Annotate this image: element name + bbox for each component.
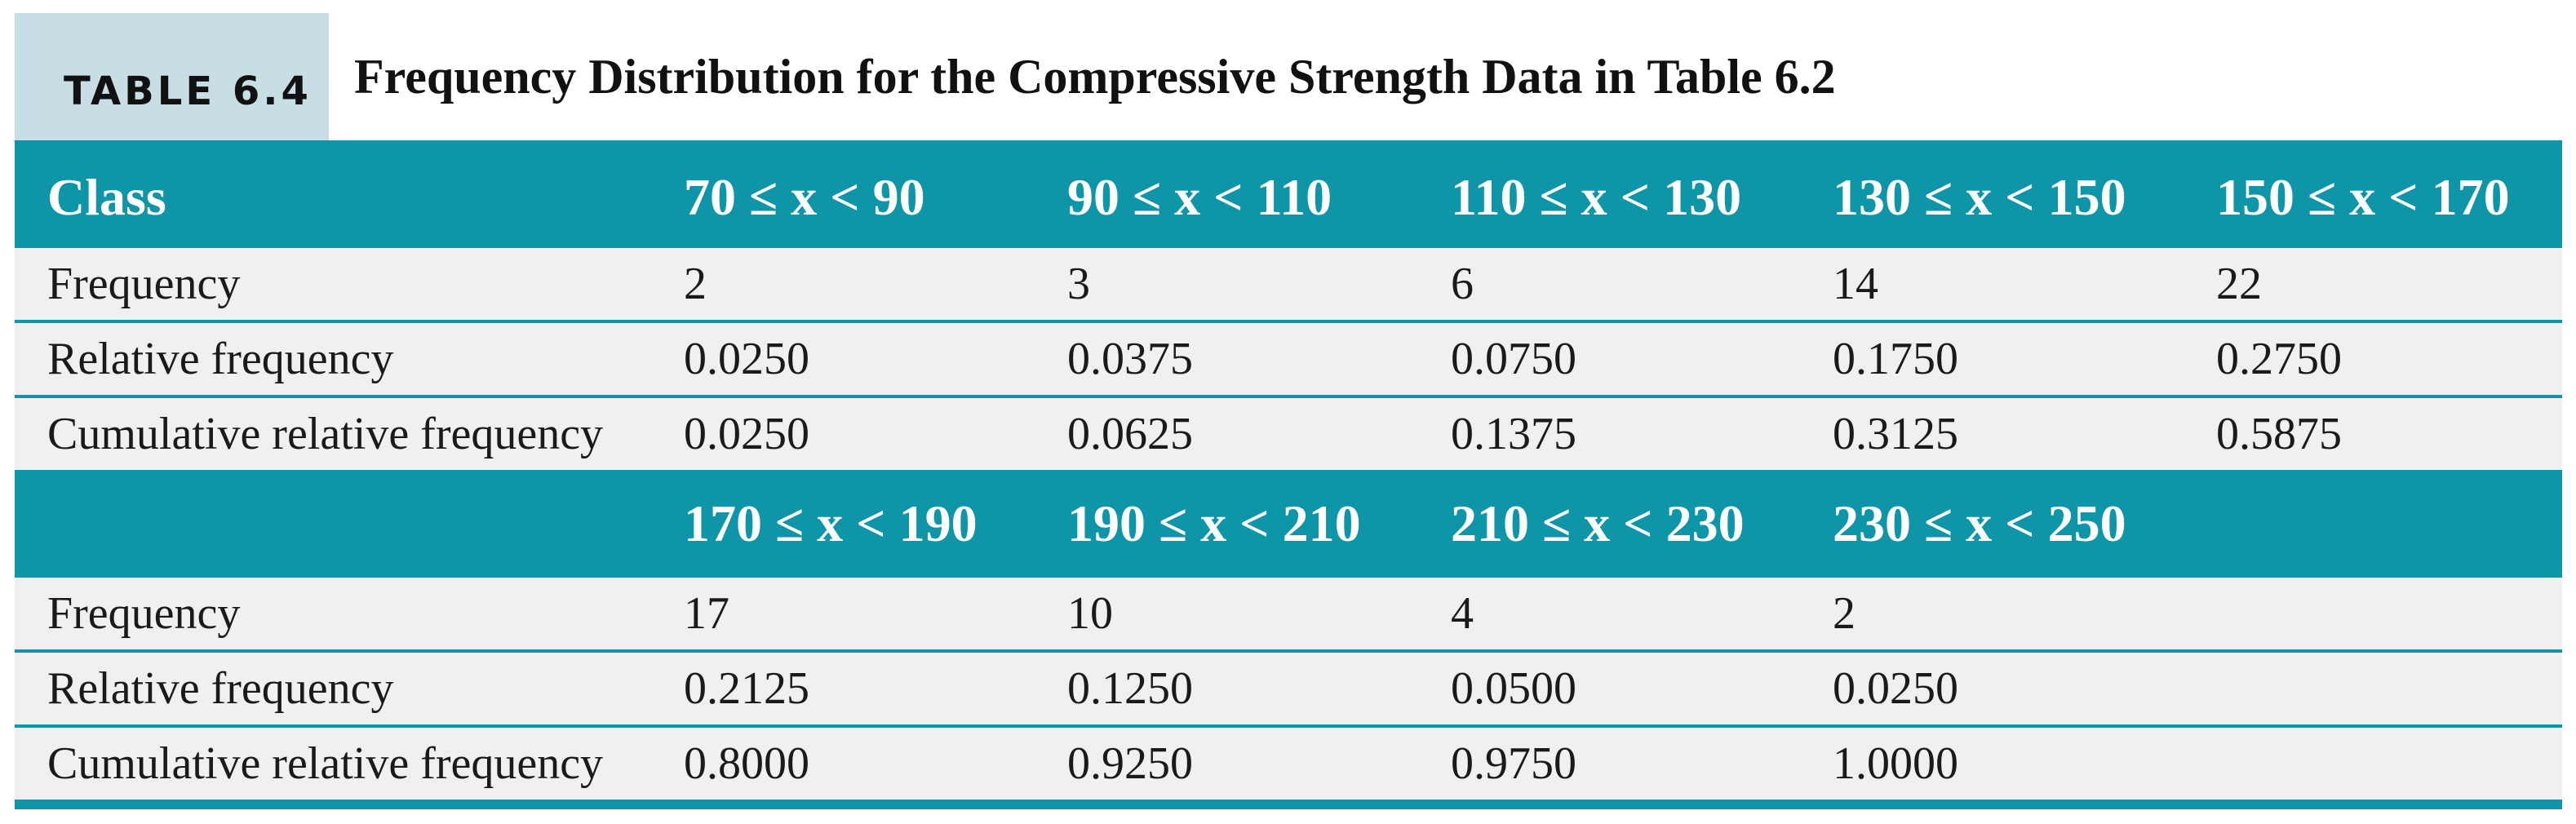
- table-row-cumulative: Cumulative relative frequency 0.0250 0.0…: [15, 398, 2562, 470]
- table-cell: 2: [684, 259, 707, 309]
- table-row-cumulative: Cumulative relative frequency 0.8000 0.9…: [15, 728, 2562, 800]
- header-row-2: 170 ≤ x < 190 190 ≤ x < 210 210 ≤ x < 23…: [15, 470, 2562, 578]
- table-cell: 0.1375: [1451, 409, 1576, 459]
- header-cell: 210 ≤ x < 230: [1451, 494, 1745, 552]
- table-cell: 0.0250: [684, 334, 809, 384]
- table-cell: 0.0250: [684, 409, 809, 459]
- table-cell: 0.9750: [1451, 738, 1576, 789]
- table-cell: 0.2750: [2216, 334, 2342, 384]
- table-label-box: TABLE 6.4: [15, 13, 329, 140]
- table-caption: TABLE 6.4 Frequency Distribution for the…: [0, 0, 2576, 140]
- row-label: Frequency: [47, 259, 241, 309]
- header-cell: 170 ≤ x < 190: [684, 494, 978, 552]
- header-cell: 150 ≤ x < 170: [2216, 168, 2510, 226]
- header-cell: 190 ≤ x < 210: [1067, 494, 1361, 552]
- table-bottom-rule: [15, 800, 2562, 809]
- table-cell: 0.0750: [1451, 334, 1576, 384]
- table-cell: 0.2125: [684, 663, 809, 714]
- table-top-rule: [15, 140, 2562, 147]
- table-cell: 6: [1451, 259, 1474, 309]
- frequency-table: Class 70 ≤ x < 90 90 ≤ x < 110 110 ≤ x <…: [15, 140, 2562, 809]
- table-cell: 0.1250: [1067, 663, 1193, 714]
- table-cell: 0.0375: [1067, 334, 1193, 384]
- row-label: Frequency: [47, 588, 241, 639]
- table-cell: 10: [1067, 588, 1113, 639]
- header-cell: 90 ≤ x < 110: [1067, 168, 1332, 226]
- table-row-frequency: Frequency 2 3 6 14 22: [15, 248, 2562, 320]
- table-cell: 1.0000: [1833, 738, 1958, 789]
- header-cell: 230 ≤ x < 250: [1833, 494, 2126, 552]
- header-cell: 110 ≤ x < 130: [1451, 168, 1742, 226]
- row-label: Cumulative relative frequency: [47, 409, 604, 459]
- header-row-1: Class 70 ≤ x < 90 90 ≤ x < 110 110 ≤ x <…: [15, 147, 2562, 248]
- table-title: Frequency Distribution for the Compressi…: [354, 50, 1836, 104]
- table-cell: 0.0625: [1067, 409, 1193, 459]
- table-cell: 0.1750: [1833, 334, 1958, 384]
- row-label: Relative frequency: [47, 663, 394, 714]
- table-cell: 0.0500: [1451, 663, 1576, 714]
- row-divider: [15, 320, 2562, 323]
- row-label: Cumulative relative frequency: [47, 738, 604, 789]
- table-row-frequency: Frequency 17 10 4 2: [15, 578, 2562, 649]
- table-cell: 14: [1833, 259, 1878, 309]
- table-cell: 0.3125: [1833, 409, 1958, 459]
- table-row-relative-frequency: Relative frequency 0.2125 0.1250 0.0500 …: [15, 653, 2562, 724]
- header-cell: 130 ≤ x < 150: [1833, 168, 2126, 226]
- table-row-relative-frequency: Relative frequency 0.0250 0.0375 0.0750 …: [15, 323, 2562, 395]
- table-cell: 0.5875: [2216, 409, 2342, 459]
- table-cell: 2: [1833, 588, 1856, 639]
- table-cell: 3: [1067, 259, 1090, 309]
- row-divider: [15, 395, 2562, 398]
- header-cell: 70 ≤ x < 90: [684, 168, 925, 226]
- table-cell: 0.8000: [684, 738, 809, 789]
- table-cell: 0.9250: [1067, 738, 1193, 789]
- table-number: TABLE 6.4: [64, 69, 312, 114]
- table-cell: 17: [684, 588, 729, 639]
- row-divider: [15, 724, 2562, 728]
- header-cell-class: Class: [47, 168, 166, 226]
- table-cell: 22: [2216, 259, 2262, 309]
- table-cell: 0.0250: [1833, 663, 1958, 714]
- table-cell: 4: [1451, 588, 1474, 639]
- row-divider: [15, 649, 2562, 653]
- row-label: Relative frequency: [47, 334, 394, 384]
